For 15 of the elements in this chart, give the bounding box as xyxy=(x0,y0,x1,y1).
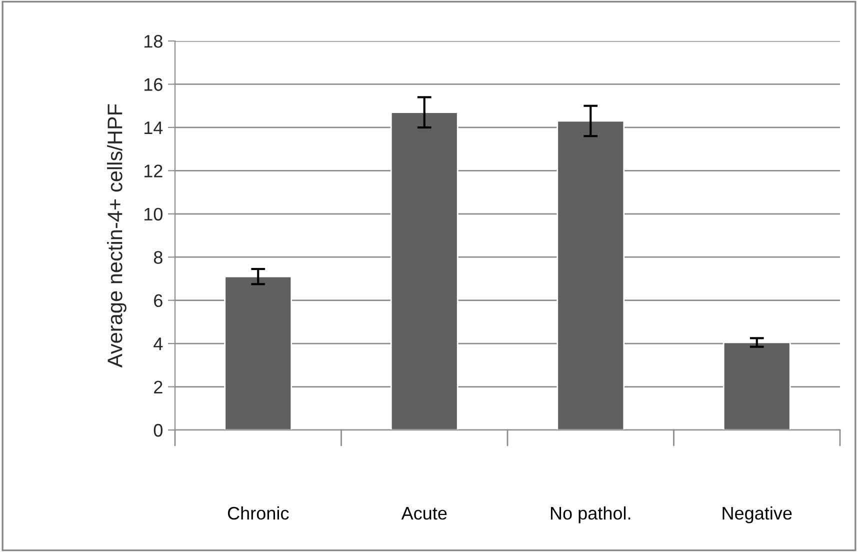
y-axis-title: Average nectin-4+ cells/HPF xyxy=(107,104,126,368)
y-tick-label: 8 xyxy=(154,251,162,264)
y-tick-label: 10 xyxy=(144,208,162,221)
x-tick-label: Negative xyxy=(722,506,792,524)
x-tick-label: Chronic xyxy=(228,506,289,520)
y-tick-label: 14 xyxy=(144,122,163,134)
y-tick-label: 18 xyxy=(144,34,162,48)
y-tick-label: 2 xyxy=(154,380,162,394)
y-tick-label: 0 xyxy=(154,424,162,437)
x-tick-label: No pathol. xyxy=(550,506,630,524)
y-tick-label: 4 xyxy=(154,338,163,350)
y-tick-label: 6 xyxy=(154,294,162,308)
y-tick-label: 12 xyxy=(144,164,162,178)
x-tick-label: Acute xyxy=(401,507,447,520)
y-tick-label: 16 xyxy=(144,78,162,91)
